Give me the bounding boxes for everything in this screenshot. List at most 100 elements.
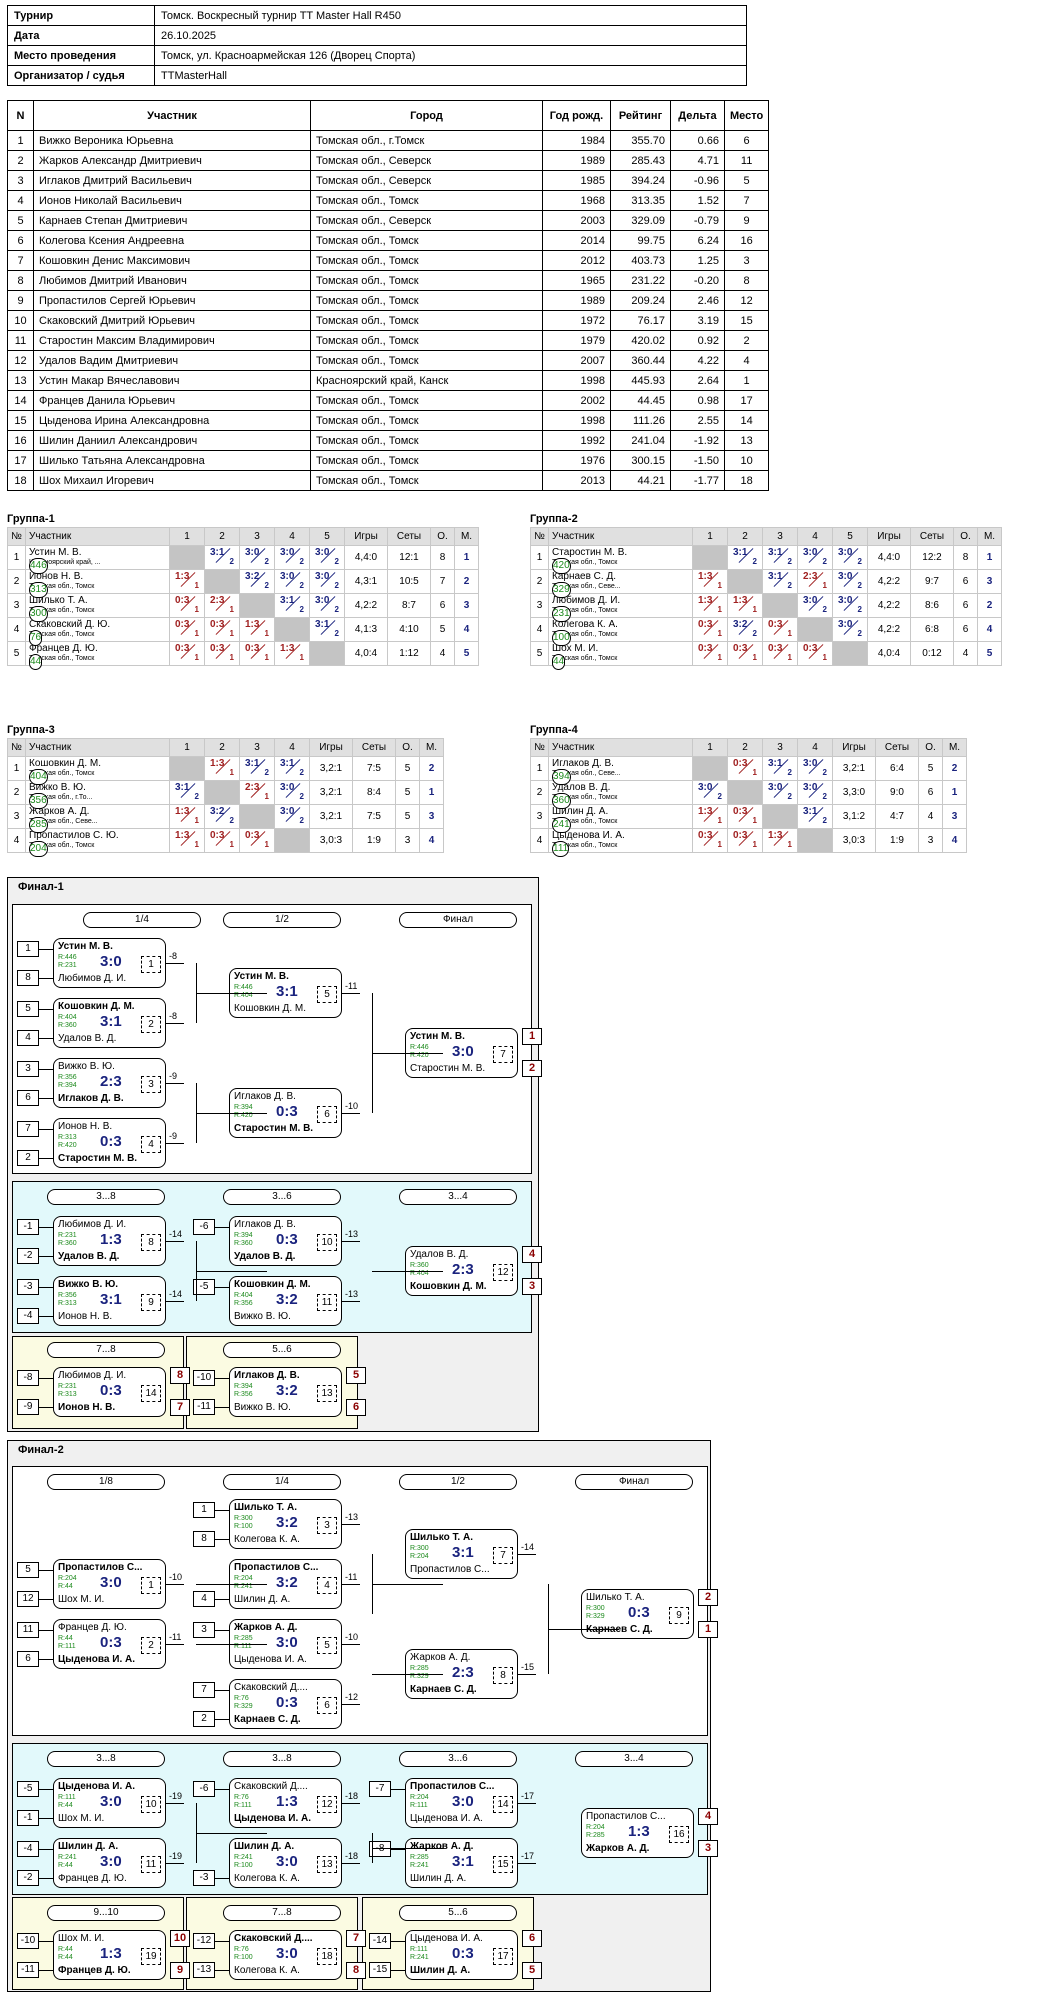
seed-2: 12 (17, 1591, 39, 1607)
points: 1 (229, 768, 234, 777)
loser-destination: -13 (345, 1289, 359, 1299)
match-score: 3:1 2 (765, 757, 795, 777)
rating-2: R:231 (58, 962, 77, 969)
score: 0:3 (768, 619, 783, 630)
result-cell: 0:3 1 (204, 617, 240, 642)
match-score: 3:0 2 (277, 546, 307, 566)
player-1: Любимов Д. И. (58, 1370, 127, 1381)
rating: 100 (552, 629, 571, 646)
rating-1: R:111 (410, 1946, 428, 1953)
participant-cell: Томская обл., Томск (310, 450, 543, 471)
player-2: Францев Д. Ю. (58, 1965, 131, 1976)
participant-cell: Томская обл., Северск (310, 210, 543, 231)
bracket-line (518, 1863, 536, 1864)
loser-destination: -8 (169, 951, 178, 961)
rating-1: R:241 (58, 1854, 77, 1861)
round-label: 9...10 (47, 1905, 165, 1921)
player-cell: Устин М. В. Красноярский край, ... 446 (25, 545, 170, 574)
match-score: 3:0 (100, 1793, 122, 1810)
col-opponent: 3 (239, 527, 275, 546)
bracket-line (215, 1287, 229, 1288)
player-name: Шилько Т. А. (29, 594, 88, 606)
player-city: Томская обл., Томск 231 (552, 605, 689, 622)
place-2: 7 (170, 1399, 190, 1416)
row-number: 1 (7, 756, 26, 781)
participant-cell: 11 (723, 150, 770, 171)
row-number: 5 (7, 641, 26, 666)
col-n: № (7, 527, 26, 546)
participant-cell: 1972 (542, 310, 611, 331)
match-number: 7 (493, 1547, 513, 1564)
player-1: Иглаков Д. В. (234, 1370, 300, 1381)
result-cell: 3:2 2 (727, 617, 763, 642)
place: 3 (419, 804, 444, 829)
participant-cell: Любимов Дмитрий Иванович (33, 270, 311, 291)
score: 2:3 (803, 571, 818, 582)
participant-cell: Удалов Вадим Дмитриевич (33, 350, 311, 371)
score: 3:1 (803, 806, 818, 817)
bracket-line (215, 1941, 229, 1942)
participant-cell: -1.50 (670, 450, 725, 471)
group-header: № Участник 1 2 3 4 5 Игры Сеты О. М. (530, 527, 1002, 546)
group-table: № Участник 1 2 3 4 Игры Сеты О. М. 1 Кошовкин Д. М.… (7, 738, 444, 857)
rating-2: R:100 (234, 1954, 253, 1961)
score: 3:1 (280, 758, 295, 769)
bracket-line (372, 1053, 443, 1054)
player-2: Ионов Н. В. (58, 1311, 113, 1322)
seed-1: -10 (193, 1370, 215, 1386)
rating-1: R:285 (410, 1665, 429, 1672)
participant-cell: 13 (7, 370, 34, 391)
points: 2 (334, 557, 339, 566)
seed-1: -3 (17, 1279, 39, 1295)
col-games: Игры (867, 527, 911, 546)
match-box: Пропастилов С... R:204 R:241 3:2 Шилин Д. А.… (229, 1559, 342, 1609)
points: 1 (752, 768, 757, 777)
place: 4 (977, 617, 1002, 642)
participant-cell: Кошовкин Денис Максимович (33, 250, 311, 271)
participant-cell: 6 (723, 130, 770, 151)
score: 3:0 (245, 547, 260, 558)
points: 1 (194, 840, 199, 849)
rating-1: R:313 (58, 1134, 77, 1141)
points: 1 (752, 840, 757, 849)
stat-games: 3,2:1 (309, 804, 353, 829)
player-cell: Шох М. И. Томская обл., Томск 44 (548, 641, 693, 670)
player-2: Шилин Д. А. (234, 1594, 291, 1605)
points: 2 (822, 792, 827, 801)
rating-2: R:420 (234, 1112, 253, 1119)
diagonal-cell (169, 545, 205, 570)
place: 5 (977, 641, 1002, 666)
diagonal-cell (762, 804, 798, 829)
rating: 329 (552, 581, 571, 598)
participant-cell: 1.25 (670, 250, 725, 271)
place-2: 2 (522, 1060, 542, 1077)
result-cell: 0:3 1 (727, 804, 763, 829)
bracket-line (215, 1789, 229, 1790)
participant-row: 6 Колегова Ксения Андреевна Томская обл., … (7, 230, 770, 251)
match-number: 7 (493, 1046, 513, 1063)
player-2: Колегова К. А. (234, 1873, 300, 1884)
info-key: Организатор / судья (7, 65, 155, 86)
points: 1 (229, 653, 234, 662)
rating-1: R:300 (410, 1545, 429, 1552)
col-opponent: 3 (762, 738, 798, 757)
stat-sets: 8:4 (352, 780, 396, 805)
rating-1: R:204 (410, 1794, 429, 1801)
stat-sets: 0:12 (910, 641, 954, 666)
participant-cell: 355.70 (610, 130, 671, 151)
match-score: 0:3 1 (730, 757, 760, 777)
match-box: Иглаков Д. В. R:394 R:356 3:2 Вижко В. Ю. 13 (229, 1367, 342, 1417)
score: 3:0 (315, 571, 330, 582)
bracket-line (342, 1241, 360, 1242)
match-number: 9 (669, 1607, 689, 1624)
bracket-line (166, 963, 184, 964)
bracket-line (39, 978, 53, 979)
points: 2 (857, 557, 862, 566)
loser-destination: -11 (345, 1572, 358, 1582)
place-1: 8 (170, 1367, 190, 1384)
match-score: 2:3 1 (242, 781, 272, 801)
rating-2: R:360 (58, 1240, 77, 1247)
bracket-line (391, 1849, 405, 1850)
points: 1 (752, 816, 757, 825)
match-score: 1:3 1 (695, 805, 725, 825)
